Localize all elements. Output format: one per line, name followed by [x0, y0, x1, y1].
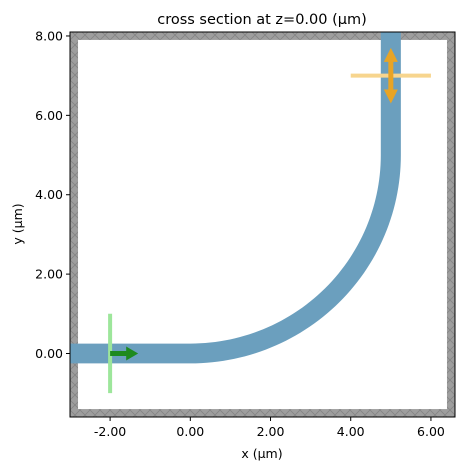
boundary-left	[70, 32, 79, 417]
plot-frame	[69, 31, 456, 418]
boundary-right	[446, 32, 455, 417]
x-tick-label: 0.00	[176, 424, 204, 439]
y-tick-label: 4.00	[35, 187, 63, 202]
x-tick-label: 4.00	[337, 424, 365, 439]
x-tick-label: 6.00	[417, 424, 445, 439]
y-tick-label: 2.00	[35, 267, 63, 282]
source-arrow	[110, 346, 139, 361]
y-tick-label: 0.00	[35, 346, 63, 361]
y-tick-label: 6.00	[35, 108, 63, 123]
source-arrow-head	[126, 346, 139, 361]
y-tick-label: 8.00	[35, 28, 63, 43]
x-axis-label: x (μm)	[241, 446, 282, 461]
monitor-arrow-head-up	[383, 47, 398, 62]
plot-title: cross section at z=0.00 (μm)	[157, 12, 367, 28]
monitor-arrow-head-down	[383, 89, 398, 104]
boundary-bottom	[70, 409, 455, 417]
x-axis: -2.00 0.00 2.00 4.00 6.00	[94, 417, 445, 439]
boundary-top	[70, 32, 455, 40]
x-tick-label: 2.00	[257, 424, 285, 439]
x-tick-label: -2.00	[94, 424, 126, 439]
y-axis-label: y (μm)	[10, 203, 25, 244]
plot-area	[70, 32, 455, 417]
monitor-arrow	[383, 47, 398, 104]
y-axis: 0.00 2.00 4.00 6.00 8.00	[35, 28, 70, 361]
